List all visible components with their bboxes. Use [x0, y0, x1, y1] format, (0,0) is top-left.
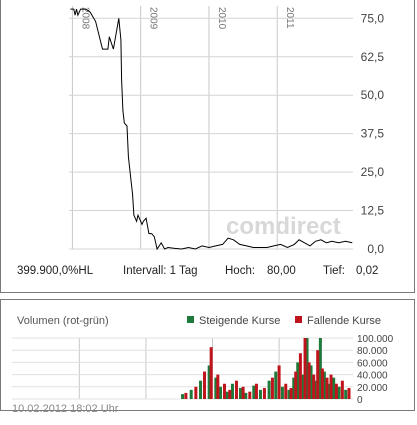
y-tick-label: 25,0: [361, 165, 385, 179]
watermark: comdirect: [226, 213, 341, 240]
high-label: Hoch:: [225, 265, 256, 277]
volume-bar: [277, 365, 281, 399]
high-value: 80,00: [267, 265, 296, 277]
volume-bar: [287, 389, 291, 399]
volume-bar: [340, 380, 344, 399]
y-tick-label: 12,5: [361, 204, 385, 218]
vol-y-tick-label: 20.000: [357, 383, 388, 394]
volume-bar: [241, 386, 245, 399]
volume-bar: [316, 350, 320, 399]
low-value: 0,02: [356, 265, 379, 277]
low-label: Tief:: [323, 265, 345, 277]
volume-bar: [314, 380, 318, 399]
legend-rising: Steigende Kurse: [187, 315, 280, 327]
volume-bar: [228, 389, 232, 399]
volume-bar: [303, 338, 307, 399]
volume-bar: [320, 368, 324, 399]
y-tick-label: 75,0: [361, 11, 385, 25]
volume-bar: [248, 391, 252, 399]
volume-bar: [258, 389, 262, 399]
volume-bar: [262, 388, 266, 399]
volume-bar: [322, 371, 326, 399]
vol-y-tick-label: 100.000: [357, 334, 394, 345]
volume-bar: [207, 365, 211, 399]
volume-bar: [312, 374, 316, 399]
volume-bar: [203, 371, 207, 399]
volume-bar: [329, 374, 333, 399]
volume-bar: [332, 377, 336, 399]
volume-bar: [252, 385, 256, 399]
volume-bar: [334, 383, 338, 399]
volume-bar: [307, 362, 311, 399]
volume-bar: [194, 386, 198, 399]
y-tick-label: 37,5: [361, 127, 385, 141]
volume-bar: [325, 377, 329, 399]
volume-bar: [292, 377, 296, 399]
legend-falling-swatch: [295, 316, 302, 323]
volume-bar: [318, 338, 322, 399]
volume-bar: [199, 380, 203, 399]
y-tick-label: 50,0: [361, 88, 385, 102]
volume-bar: [254, 383, 258, 399]
volume-info: 399.900,0%HL: [17, 265, 94, 277]
y-tick-label: 0,0: [367, 242, 384, 256]
price-chart: 2008 2009 2010 2011 75,062,550,037,525,012,5…: [69, 6, 385, 256]
volume-chart-title: Volumen (rot-grün): [17, 315, 109, 327]
y-tick-label: 62,5: [361, 50, 385, 64]
volume-bar: [189, 389, 193, 399]
volume-bar: [234, 380, 238, 399]
volume-bar: [274, 371, 278, 399]
volume-bar: [270, 377, 274, 399]
volume-bar: [222, 383, 226, 399]
price-line: [70, 8, 353, 251]
volume-bar: [216, 374, 220, 399]
volume-chart-panel: 100.000 80.000 60.000 40.000 20.000 0 Volumen…: [0, 299, 415, 411]
volume-bar: [280, 386, 284, 399]
volume-bar: [305, 338, 309, 399]
legend-rising-swatch: [187, 316, 194, 323]
legend-rising-label: Steigende Kurse: [199, 315, 281, 327]
volume-bar: [344, 389, 348, 399]
volume-bar: [301, 374, 305, 399]
volume-bar: [181, 394, 185, 399]
volume-bar: [225, 391, 229, 399]
price-chart-panel: 2008 2009 2010 2011 75,0 62,5 50,0 37,5 25,0 12,5…: [0, 0, 415, 293]
volume-bar: [298, 353, 302, 399]
volume-bar: [284, 383, 288, 399]
vol-y-tick-label: 80.000: [357, 346, 388, 357]
volume-bar: [337, 386, 341, 399]
legend-falling: Fallende Kurse: [295, 315, 381, 327]
volume-bar: [214, 377, 218, 399]
vol-y-tick-label: 0: [357, 395, 363, 406]
volume-bar: [244, 392, 248, 399]
volume-bar: [347, 388, 351, 399]
volume-bar: [309, 365, 313, 399]
volume-bar: [209, 347, 213, 399]
volume-bar: [238, 388, 242, 399]
volume-bar: [289, 388, 293, 399]
timestamp: 10.02.2012 18:02 Uhr: [12, 403, 119, 415]
volume-bar: [267, 380, 271, 399]
volume-bar: [296, 362, 300, 399]
volume-bar: [327, 383, 331, 399]
volume-bar: [230, 383, 234, 399]
volume-bar: [218, 386, 222, 399]
interval-info: Intervall: 1 Tag: [123, 265, 198, 277]
legend-falling-label: Fallende Kurse: [307, 315, 381, 327]
volume-bar: [184, 392, 188, 399]
vol-y-tick-label: 60.000: [357, 358, 388, 369]
volume-bar: [294, 371, 298, 399]
vol-y-tick-label: 40.000: [357, 371, 388, 382]
